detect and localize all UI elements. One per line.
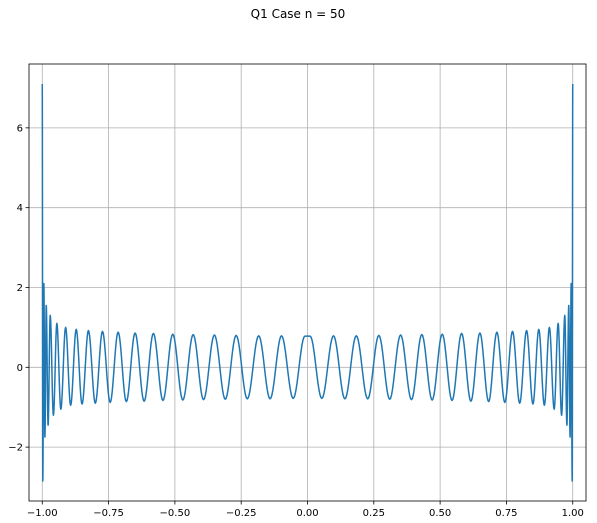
x-axis: −1.00 −0.75 −0.50 −0.25 0.00 0.25 0.50 0.75 1.00: [27, 501, 584, 519]
x-tick-label: 0.25: [363, 508, 385, 519]
series-line: [41, 83, 574, 482]
y-axis: −2 0 2 4 6: [8, 123, 29, 454]
x-tick-label: −0.25: [226, 508, 257, 519]
y-tick-label: 0: [17, 363, 23, 374]
x-tick-label: 0.75: [495, 508, 517, 519]
x-tick-label: −0.50: [160, 508, 191, 519]
y-tick-label: 2: [17, 283, 23, 294]
x-tick-label: 0.50: [429, 508, 451, 519]
x-tick-label: −1.00: [27, 508, 58, 519]
plot-area: [28, 63, 587, 502]
x-tick-label: −0.75: [93, 508, 124, 519]
x-tick-label: 1.00: [562, 508, 584, 519]
x-tick-label: 0.00: [296, 508, 318, 519]
y-tick-label: 4: [17, 203, 23, 214]
series-line-group: [41, 83, 574, 482]
y-tick-label: −2: [8, 443, 23, 454]
y-tick-label: 6: [17, 123, 23, 134]
chart-title: Q1 Case n = 50: [251, 7, 346, 21]
